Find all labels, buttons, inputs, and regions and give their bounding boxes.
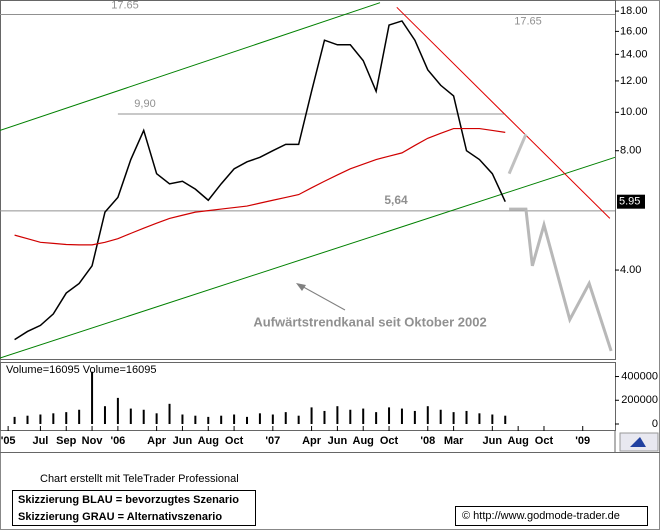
volume-bar xyxy=(388,407,391,424)
volume-bar xyxy=(258,413,261,424)
x-tick-label: Oct xyxy=(225,435,244,447)
price-line xyxy=(14,127,506,246)
volume-bar xyxy=(504,415,507,424)
x-tick-label: '09 xyxy=(575,435,590,447)
volume-bar xyxy=(129,408,132,424)
y-tick-label: 10.00 xyxy=(620,106,648,118)
y-tick-label: 12.00 xyxy=(620,75,648,87)
volume-bar xyxy=(52,413,55,424)
volume-tick-label: 200000 xyxy=(621,394,658,406)
x-tick-label: Aug xyxy=(507,435,528,447)
x-tick-label: '08 xyxy=(420,435,435,447)
volume-bar xyxy=(375,412,378,424)
y-tick-label: 4.00 xyxy=(620,264,641,276)
trend-line xyxy=(0,2,381,131)
volume-bar xyxy=(78,409,81,424)
level-label: 17.65 xyxy=(111,0,139,11)
volume-bar xyxy=(426,406,429,424)
volume-bar xyxy=(13,416,16,424)
volume-bar xyxy=(220,415,223,424)
volume-bar xyxy=(478,413,481,424)
volume-bar xyxy=(233,414,236,424)
volume-bar xyxy=(310,407,313,424)
x-tick-label: Nov xyxy=(82,435,104,447)
volume-tick-label: 0 xyxy=(652,418,658,430)
arrow-head xyxy=(296,283,306,291)
volume-bar xyxy=(26,415,29,424)
y-tick-label: 8.00 xyxy=(620,145,641,157)
level-label: 5,64 xyxy=(384,193,408,207)
trend-line xyxy=(0,156,616,359)
x-tick-label: Aug xyxy=(198,435,219,447)
last-price-box xyxy=(617,194,645,209)
volume-bar xyxy=(465,410,468,424)
volume-bar xyxy=(271,414,274,424)
volume-bar xyxy=(297,415,300,424)
annotation-arrow xyxy=(297,283,346,311)
x-tick-label: Mar xyxy=(444,435,464,447)
volume-bar xyxy=(452,412,455,424)
last-price-label: 5.95 xyxy=(619,196,640,208)
x-tick-label: Sep xyxy=(56,435,76,447)
x-tick-label: '06 xyxy=(110,435,125,447)
volume-bar xyxy=(168,403,171,424)
volume-bar xyxy=(439,409,442,424)
price-line xyxy=(14,20,506,341)
x-tick-label: '07 xyxy=(265,435,280,447)
y-tick-label: 18.00 xyxy=(620,5,648,17)
x-tick-label: Oct xyxy=(380,435,399,447)
source: © http://www.godmode-trader.de xyxy=(462,510,620,522)
volume-bar xyxy=(65,412,68,424)
volume-bar xyxy=(336,406,339,424)
y-tick-label: 14.00 xyxy=(620,48,648,60)
annotation: Aufwärtstrendkanal seit Oktober 2002 xyxy=(253,314,486,329)
volume-bar xyxy=(207,416,210,424)
volume-bar xyxy=(142,409,145,424)
x-tick-label: Aug xyxy=(353,435,374,447)
scroll-arrow xyxy=(630,437,646,447)
x-tick-label: Jun xyxy=(328,435,348,447)
volume-tick-label: 400000 xyxy=(621,370,658,382)
trend-line xyxy=(507,133,528,175)
volume-bar xyxy=(155,413,158,424)
volume-bar xyxy=(491,414,494,424)
volume-bar xyxy=(116,397,119,424)
source-box xyxy=(455,506,648,526)
level-label: 17.65 xyxy=(514,15,542,27)
volume-bar xyxy=(323,410,326,424)
trend-line xyxy=(396,6,611,219)
volume-bar xyxy=(246,416,249,424)
volume-bar xyxy=(400,408,403,424)
volume-bar xyxy=(362,408,365,424)
volume-bar xyxy=(39,414,42,424)
volume-bar xyxy=(284,412,287,424)
trend-line xyxy=(509,207,613,352)
x-tick-label: Apr xyxy=(147,435,167,447)
legend-text: Skizzierung BLAU = bevorzugtes Szenario xyxy=(18,494,239,506)
volume-bar xyxy=(181,414,184,424)
volume-bar xyxy=(413,410,416,424)
y-tick-label: 16.00 xyxy=(620,25,648,37)
x-tick-label: Apr xyxy=(302,435,322,447)
legend-text: Skizzierung GRAU = Alternativszenario xyxy=(18,511,222,523)
x-tick-label: Jun xyxy=(173,435,193,447)
volume-bar xyxy=(349,409,352,424)
legend-box xyxy=(12,490,256,526)
x-tick-label: '05 xyxy=(1,435,16,447)
x-tick-label: Jul xyxy=(32,435,48,447)
volume-label: Volume=16095 Volume=16095 xyxy=(6,364,156,376)
x-tick-label: Jun xyxy=(483,435,503,447)
volume-bar xyxy=(91,371,94,424)
volume-bar xyxy=(194,415,197,424)
price-panel xyxy=(0,0,616,360)
credit: Chart erstellt mit TeleTrader Profession… xyxy=(40,473,239,485)
level-label: 9,90 xyxy=(134,98,155,110)
volume-bar xyxy=(103,406,106,424)
x-tick-label: Oct xyxy=(535,435,554,447)
volume-panel xyxy=(0,362,616,431)
